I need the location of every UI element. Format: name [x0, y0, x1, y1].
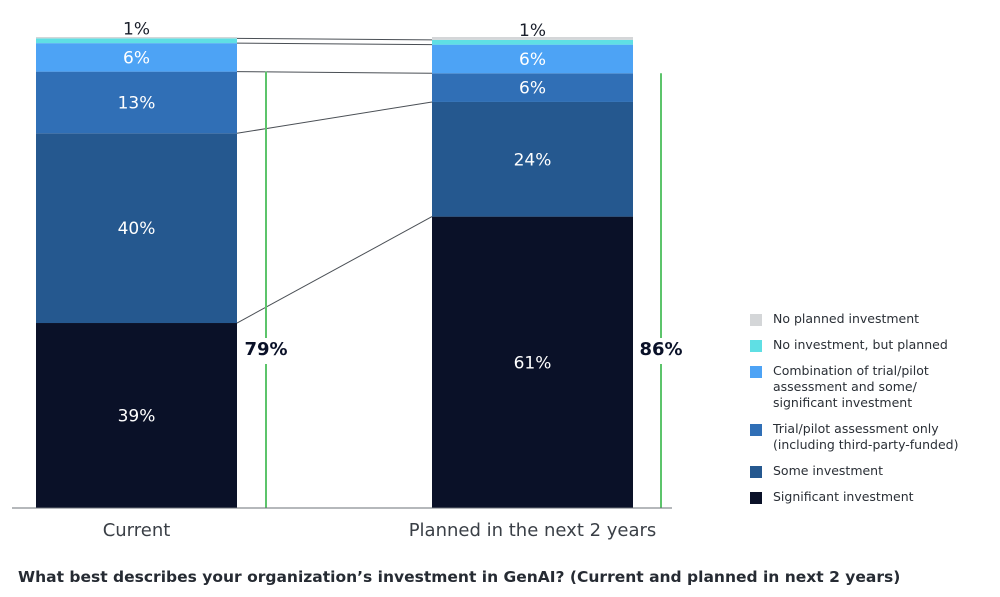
- x-tick-label: Current: [103, 520, 171, 541]
- data-label: 61%: [514, 353, 552, 373]
- legend-item: No planned investment: [750, 311, 995, 327]
- connector-line: [236, 71, 433, 74]
- bar-segment: [36, 323, 237, 508]
- data-label: 6%: [123, 48, 150, 68]
- bar-segment: [432, 37, 633, 40]
- bar-segment: [432, 73, 633, 102]
- legend-item: Trial/pilot assessment only (including t…: [750, 421, 995, 453]
- legend-item: No investment, but planned: [750, 337, 995, 353]
- legend: No planned investment No investment, but…: [750, 311, 995, 515]
- data-label: 1%: [519, 21, 546, 41]
- legend-swatch: [750, 366, 762, 378]
- data-label: 40%: [118, 219, 156, 239]
- x-tick-labels: Current Planned in the next 2 years: [103, 520, 657, 541]
- bar-segment: [432, 39, 633, 45]
- data-label: 24%: [514, 150, 552, 170]
- legend-swatch: [750, 340, 762, 352]
- bars: 39% 40% 13% 6% 1% 61% 24% 6% 6% 1%: [36, 19, 633, 509]
- connector-line: [236, 216, 433, 324]
- x-tick-label: Planned in the next 2 years: [409, 520, 657, 541]
- bar-segment: [432, 216, 633, 509]
- bar-segment: [36, 38, 237, 44]
- bar-segment: [432, 44, 633, 74]
- legend-item: Significant investment: [750, 489, 995, 505]
- legend-label: Some investment: [773, 463, 884, 478]
- total-label: 86%: [639, 339, 682, 360]
- data-label: 6%: [519, 50, 546, 70]
- bar-segment: [432, 101, 633, 217]
- bar-segment: [36, 43, 237, 72]
- legend-label: Combination of trial/pilot assessment an…: [773, 363, 929, 410]
- legend-label: Trial/pilot assessment only (including t…: [773, 421, 959, 452]
- connector-line: [236, 42, 433, 46]
- legend-swatch: [750, 314, 762, 326]
- legend-label: No planned investment: [773, 311, 920, 326]
- data-label: 1%: [123, 19, 150, 39]
- bar-segment: [36, 71, 237, 134]
- chart-caption: What best describes your organization’s …: [18, 568, 901, 586]
- legend-swatch: [750, 492, 762, 504]
- legend-item: Combination of trial/pilot assessment an…: [750, 363, 995, 411]
- legend-item: Some investment: [750, 463, 995, 479]
- connector-line: [236, 37, 433, 41]
- total-brackets: 79% 86%: [244, 71, 683, 508]
- segment-connectors: [236, 37, 433, 324]
- connector-line: [236, 101, 433, 134]
- legend-swatch: [750, 424, 762, 436]
- total-label: 79%: [244, 339, 287, 360]
- data-label: 13%: [118, 93, 156, 113]
- data-label: 39%: [118, 407, 156, 427]
- legend-swatch: [750, 466, 762, 478]
- legend-label: No investment, but planned: [773, 337, 948, 352]
- bar-segment: [36, 133, 237, 324]
- data-label: 6%: [519, 79, 546, 99]
- bar-segment: [36, 37, 237, 39]
- legend-label: Significant investment: [773, 489, 914, 504]
